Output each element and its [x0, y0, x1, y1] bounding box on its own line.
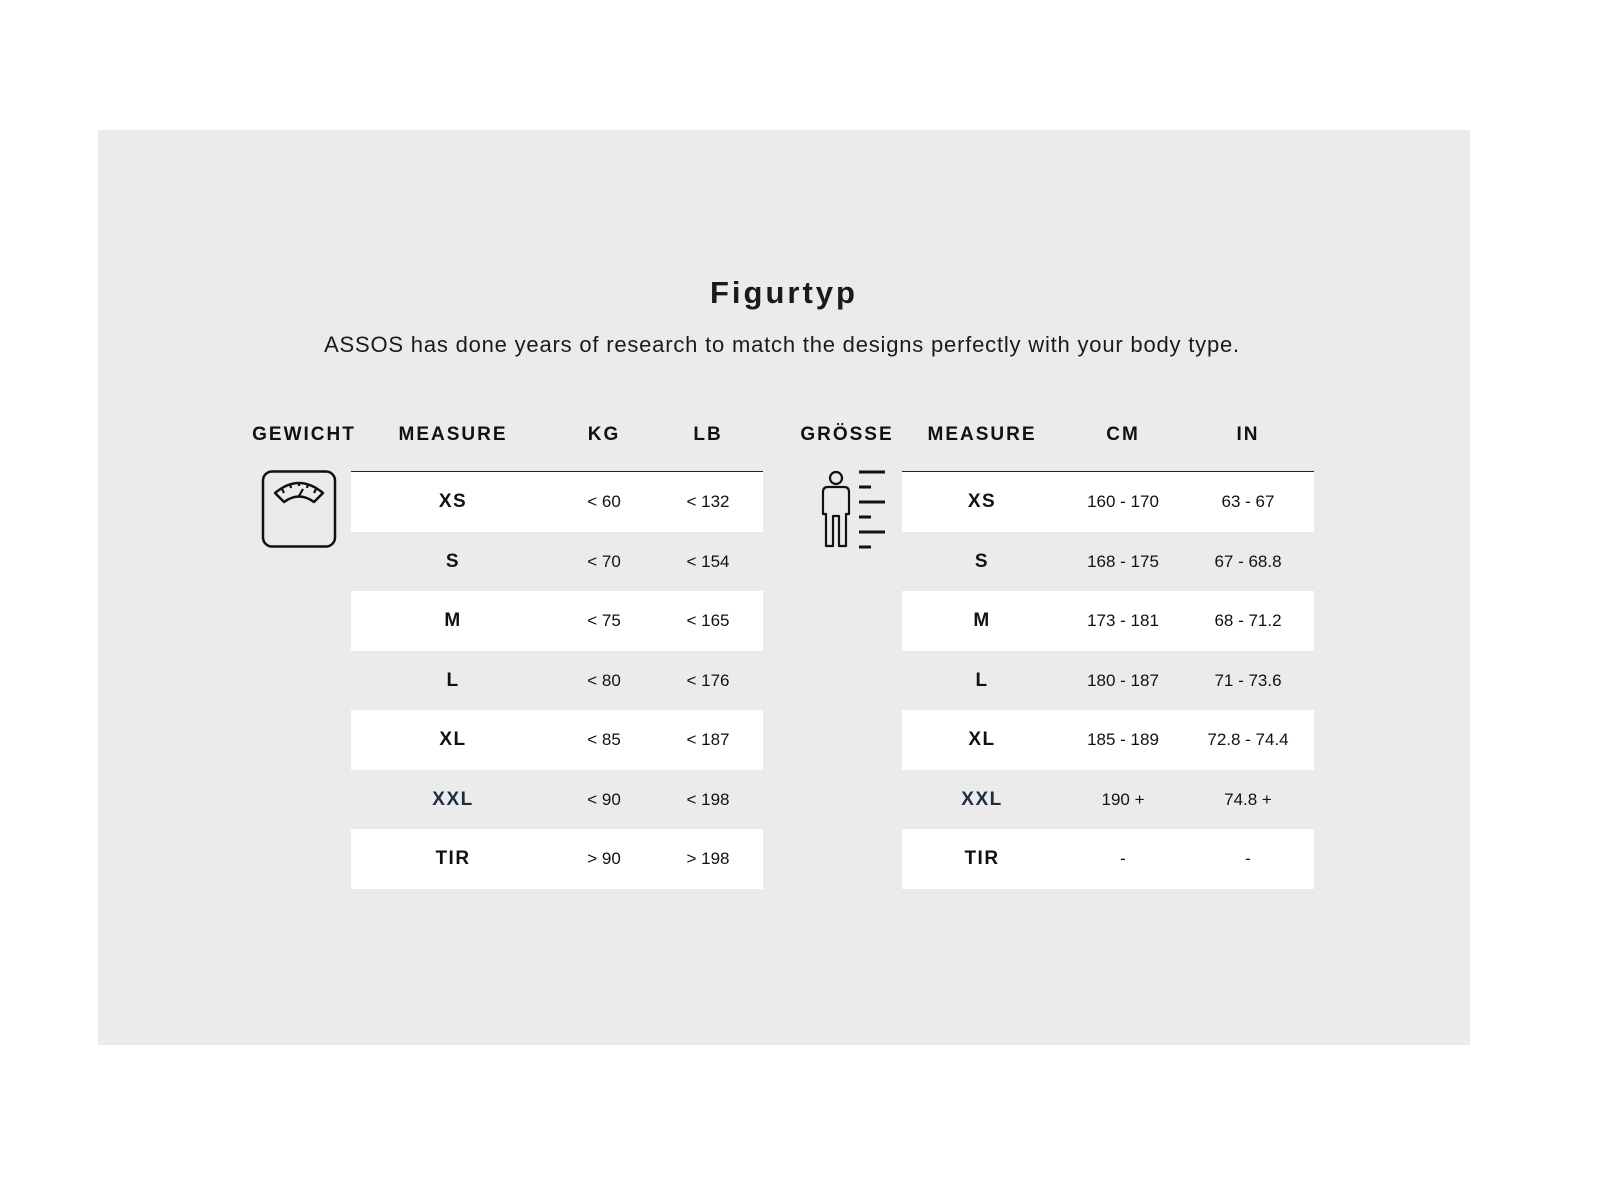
table-row: M 173 - 181 68 - 71.2 — [902, 591, 1314, 651]
cell-kg: < 80 — [587, 670, 621, 690]
cell-lb: < 198 — [686, 789, 730, 809]
cell-in: 71 - 73.6 — [1214, 670, 1282, 690]
cell-kg: < 70 — [587, 551, 621, 571]
person-height-icon — [821, 470, 885, 549]
cell-size: M — [973, 610, 991, 631]
cell-cm: 190 + — [1101, 789, 1145, 809]
cell-in: 67 - 68.8 — [1214, 551, 1282, 571]
cell-in: 63 - 67 — [1221, 492, 1275, 511]
table-row: S 168 - 175 67 - 68.8 — [902, 532, 1314, 592]
cell-size: XL — [968, 729, 996, 750]
cell-size: S — [445, 550, 461, 572]
height-label: GRÖSSE — [800, 424, 894, 445]
cell-lb: < 176 — [686, 670, 730, 690]
cell-kg: < 60 — [587, 492, 621, 511]
cell-cm: 185 - 189 — [1087, 730, 1159, 749]
cell-in: 74.8 + — [1224, 789, 1272, 809]
table-row: XS < 60 < 132 — [351, 472, 763, 532]
cell-kg: < 75 — [587, 611, 621, 630]
table-row: XS 160 - 170 63 - 67 — [902, 472, 1314, 532]
table-row: TIR > 90 > 198 — [351, 829, 763, 889]
cell-size: XS — [967, 491, 997, 512]
cell-size: XL — [439, 729, 467, 750]
cell-size: TIR — [435, 848, 471, 869]
height-header-measure: MEASURE — [927, 424, 1037, 445]
cell-cm: 180 - 187 — [1087, 670, 1159, 690]
cell-lb: < 187 — [686, 730, 730, 749]
cell-lb: < 165 — [686, 611, 730, 630]
cell-size: TIR — [964, 848, 1000, 869]
height-header-in: IN — [1236, 424, 1260, 445]
cell-lb: > 198 — [686, 849, 730, 868]
table-row: XXL < 90 < 198 — [351, 770, 763, 830]
weight-table: XS < 60 < 132 S < 70 < 154 M < 75 < 165 L < 80 < 17… — [351, 471, 763, 889]
cell-in: - — [1245, 849, 1251, 868]
page-title: Figurtyp — [710, 275, 858, 310]
cell-size: L — [975, 669, 989, 691]
weight-label: GEWICHT — [252, 424, 356, 445]
cell-size: S — [974, 550, 990, 572]
cell-in: 68 - 71.2 — [1214, 611, 1282, 630]
cell-kg: < 85 — [587, 730, 621, 749]
cell-kg: < 90 — [587, 789, 621, 809]
table-row: XXL 190 + 74.8 + — [902, 770, 1314, 830]
weight-header-lb: LB — [693, 424, 723, 445]
cell-size: L — [446, 669, 460, 691]
height-header-cm: CM — [1106, 424, 1140, 445]
page-subtitle: ASSOS has done years of research to matc… — [324, 332, 1240, 357]
cell-cm: - — [1120, 849, 1126, 868]
table-row: XL < 85 < 187 — [351, 710, 763, 770]
weight-header-kg: KG — [587, 424, 621, 445]
table-row: M < 75 < 165 — [351, 591, 763, 651]
cell-size: M — [444, 610, 462, 631]
cell-in: 72.8 - 74.4 — [1207, 730, 1289, 749]
table-row: L 180 - 187 71 - 73.6 — [902, 651, 1314, 711]
scale-icon — [261, 470, 337, 548]
cell-kg: > 90 — [587, 849, 621, 868]
cell-size: XS — [438, 491, 468, 512]
table-row: TIR - - — [902, 829, 1314, 889]
size-chart-panel — [98, 130, 1470, 1045]
cell-lb: < 154 — [686, 551, 730, 571]
table-row: XL 185 - 189 72.8 - 74.4 — [902, 710, 1314, 770]
cell-size: XXL — [961, 788, 1003, 810]
cell-lb: < 132 — [686, 492, 730, 511]
weight-header-measure: MEASURE — [398, 424, 508, 445]
cell-cm: 160 - 170 — [1087, 492, 1159, 511]
cell-cm: 168 - 175 — [1087, 551, 1159, 571]
cell-cm: 173 - 181 — [1087, 611, 1159, 630]
table-row: S < 70 < 154 — [351, 532, 763, 592]
height-table: XS 160 - 170 63 - 67 S 168 - 175 67 - 68.8 M 17… — [902, 471, 1314, 889]
table-row: L < 80 < 176 — [351, 651, 763, 711]
cell-size: XXL — [432, 788, 474, 810]
